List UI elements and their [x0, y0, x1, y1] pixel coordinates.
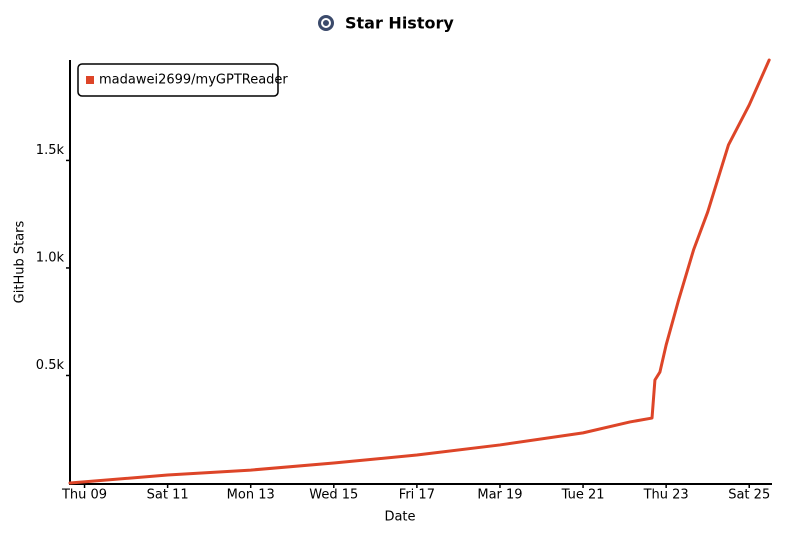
x-tick-label: Sat 25: [728, 488, 770, 503]
title-icon: [318, 15, 334, 31]
x-tick-label: Fri 17: [399, 488, 435, 503]
x-tick-label: Tue 21: [561, 488, 605, 503]
x-tick-label: Mar 19: [477, 488, 522, 503]
x-tick-label: Wed 15: [309, 488, 358, 503]
x-axis-label: Date: [384, 510, 415, 525]
y-tick-label: 0.5k: [36, 358, 65, 373]
y-axis-label: GitHub Stars: [13, 220, 28, 303]
legend-swatch: [86, 76, 94, 84]
series-line: [68, 58, 771, 485]
x-tick-label: Thu 09: [61, 488, 107, 503]
x-tick-label: Mon 13: [227, 488, 275, 503]
legend-box: [77, 63, 279, 97]
x-tick-label: Thu 23: [643, 488, 689, 503]
legend-label: madawei2699/myGPTReader: [99, 73, 288, 88]
y-tick-label: 1.5k: [36, 143, 65, 158]
x-tick-label: Sat 11: [147, 488, 189, 503]
chart-title: Star History: [345, 14, 454, 33]
y-tick-label: 1.0k: [36, 250, 65, 265]
